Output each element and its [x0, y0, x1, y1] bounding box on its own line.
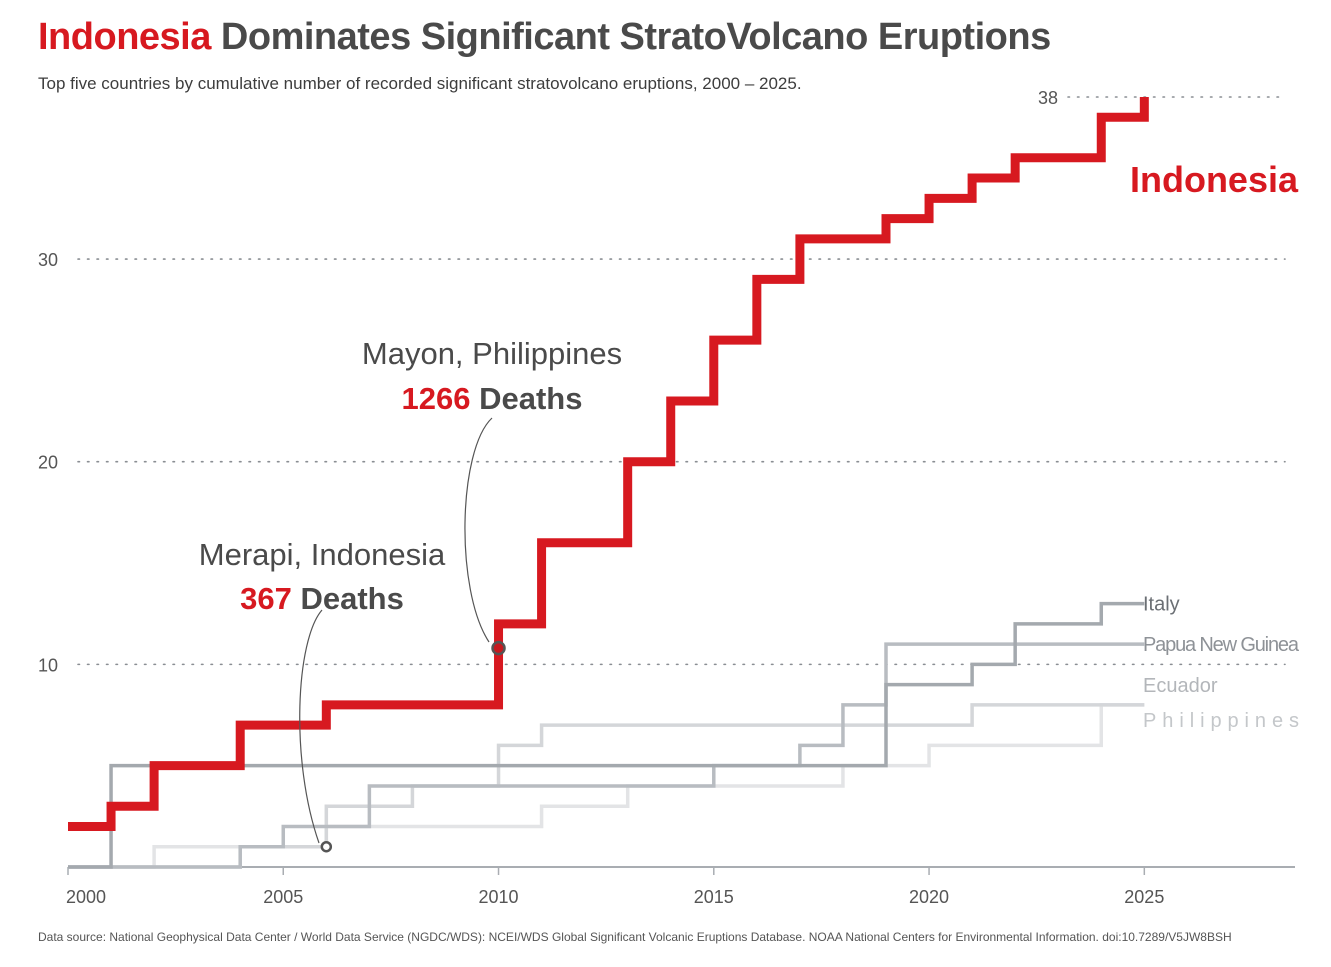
x-tick-label-2005: 2005	[263, 887, 303, 907]
series-line-italy	[68, 601, 1145, 869]
annotation-deaths-word-merapi: Deaths	[292, 581, 404, 616]
series-line-papua-new-guinea	[68, 642, 1145, 869]
x-tick-label-2000: 2000	[66, 887, 106, 907]
annotation-point-merapi	[320, 840, 333, 853]
data-source-note: Data source: National Geophysical Data C…	[38, 930, 1232, 944]
annotation-deaths-word-mayon: Deaths	[470, 381, 582, 416]
annotation-point-mayon	[491, 640, 506, 656]
series-label-philippines: Philippines	[1143, 710, 1299, 732]
series-label-italy: Italy	[1143, 594, 1180, 616]
chart-title: Indonesia Dominates Significant StratoVo…	[38, 16, 1051, 59]
annotation-connector-mayon	[464, 417, 493, 643]
annotation-deaths-number-merapi: 367	[240, 581, 292, 616]
series-label-indonesia: Indonesia	[1130, 159, 1299, 200]
annotation-deaths-number-mayon: 1266	[402, 381, 471, 416]
series-label-papua-new-guinea: Papua New Guinea	[1143, 634, 1300, 656]
series-label-ecuador: Ecuador	[1143, 675, 1218, 697]
x-tick-label-2010: 2010	[479, 887, 519, 907]
annotation-title-mayon: Mayon, Philippines	[362, 336, 622, 371]
series-line-indonesia	[68, 97, 1149, 831]
title-rest: Dominates Significant StratoVolcano Erup…	[210, 16, 1051, 58]
annotation-deaths-merapi: 367 Deaths	[240, 581, 404, 616]
x-tick-label-2015: 2015	[694, 887, 734, 907]
annotation-deaths-mayon: 1266 Deaths	[402, 381, 583, 416]
annotation-connector-merapi	[299, 609, 323, 844]
title-highlight: Indonesia	[38, 16, 211, 58]
y-tick-label-top: 38	[1038, 88, 1058, 108]
annotation-title-merapi: Merapi, Indonesia	[199, 537, 446, 572]
x-tick-label-2020: 2020	[909, 887, 949, 907]
y-tick-label-30: 30	[38, 250, 58, 270]
y-tick-label-20: 20	[38, 453, 58, 473]
x-tick-label-2025: 2025	[1124, 887, 1164, 907]
chart-subtitle: Top five countries by cumulative number …	[38, 74, 802, 93]
y-tick-label-10: 10	[38, 655, 58, 675]
